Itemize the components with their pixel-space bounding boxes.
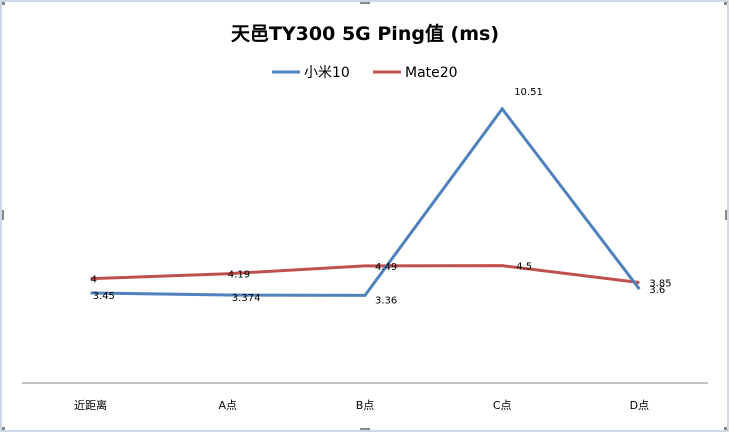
x-tick-label: D点 <box>630 399 649 412</box>
chart-title: 天邑TY300 5G Ping值 (ms) <box>231 22 499 45</box>
legend-label: Mate20 <box>405 65 458 81</box>
resize-handle-top[interactable] <box>360 2 370 4</box>
data-label: 3.45 <box>93 291 115 302</box>
legend: 小米10 Mate20 <box>272 65 458 81</box>
resize-handle-top-left[interactable] <box>2 2 5 5</box>
data-label: 3.6 <box>649 285 665 296</box>
resize-handle-bottom-right[interactable] <box>724 427 727 430</box>
legend-item: 小米10 <box>272 65 350 81</box>
legend-label: 小米10 <box>304 65 350 81</box>
resize-handle-bottom-left[interactable] <box>2 427 5 430</box>
series-line <box>90 106 641 297</box>
data-label: 10.51 <box>514 87 543 98</box>
data-label: 4.19 <box>228 270 250 281</box>
data-labels: 3.45 3.374 3.36 10.51 3.6 4 4.19 4.49 4.5 3.85 <box>91 87 672 306</box>
x-tick-label: C点 <box>493 399 512 412</box>
series-lines <box>90 106 641 297</box>
resize-handle-bottom[interactable] <box>360 428 370 430</box>
data-label: 4.49 <box>375 262 397 273</box>
legend-item: Mate20 <box>373 65 458 81</box>
x-tick-label: A点 <box>219 399 238 412</box>
data-label: 4.5 <box>516 262 532 273</box>
data-label: 3.374 <box>232 293 261 304</box>
resize-handle-top-right[interactable] <box>724 2 727 5</box>
x-tick-label: B点 <box>356 399 375 412</box>
data-label: 3.85 <box>649 279 671 290</box>
x-tick-label: 近距离 <box>74 398 107 412</box>
data-label: 4 <box>91 275 97 286</box>
resize-handle-right[interactable] <box>725 210 727 220</box>
series-line <box>90 264 640 285</box>
data-label: 3.36 <box>375 295 397 306</box>
resize-handle-left[interactable] <box>2 210 4 220</box>
x-axis-tick-labels: 近距离 A点 B点 C点 D点 <box>74 398 649 412</box>
